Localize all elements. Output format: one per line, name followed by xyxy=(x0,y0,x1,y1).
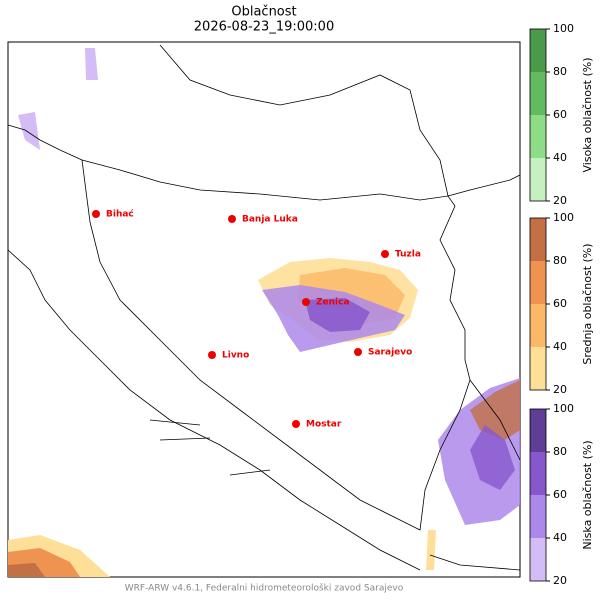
city-dot xyxy=(228,215,236,223)
colorbar-tick-label: 80 xyxy=(553,254,567,267)
colorbar-tick-label: 20 xyxy=(553,574,567,587)
city-dot xyxy=(292,420,300,428)
city-label: Sarajevo xyxy=(368,348,412,358)
colorbar-band xyxy=(530,409,546,452)
city-label: Mostar xyxy=(306,420,342,430)
colorbar-tick-label: 80 xyxy=(553,65,567,78)
colorbar-tick-label: 100 xyxy=(553,211,574,224)
city-dot xyxy=(302,298,310,306)
colorbar-tick-label: 80 xyxy=(553,445,567,458)
colorbar-band xyxy=(530,158,546,201)
city-dot xyxy=(208,351,216,359)
map xyxy=(7,41,521,578)
colorbar-label: Niska oblačnost (%) xyxy=(581,440,594,549)
colorbar-tick-label: 20 xyxy=(553,194,567,207)
colorbar-band xyxy=(530,495,546,538)
colorbar-tick-label: 40 xyxy=(553,151,567,164)
city-dot xyxy=(381,250,389,258)
city-label: Zenica xyxy=(316,298,350,308)
city-dot xyxy=(354,348,362,356)
colorbar-band xyxy=(530,538,546,581)
subtitle: 2026-08-23_19:00:00 xyxy=(194,20,334,35)
footer: WRF-ARW v4.6.1, Federalni hidrometeorolo… xyxy=(125,583,404,594)
colorbar-band xyxy=(530,72,546,115)
city-label: Tuzla xyxy=(395,250,421,260)
colorbar-tick-label: 20 xyxy=(553,383,567,396)
colorbar-band xyxy=(530,347,546,390)
colorbar-label: Visoka oblačnost (%) xyxy=(581,57,594,172)
city-dot xyxy=(92,210,100,218)
colorbar-tick-label: 60 xyxy=(553,297,567,310)
city-label: Banja Luka xyxy=(242,215,298,225)
colorbar-tick-label: 40 xyxy=(553,340,567,353)
city-label: Livno xyxy=(222,351,249,361)
colorbar-tick-label: 40 xyxy=(553,531,567,544)
colorbar-band xyxy=(530,29,546,72)
colorbar-band xyxy=(530,452,546,495)
colorbar-label: Srednja oblačnost (%) xyxy=(581,243,594,364)
title: Oblačnost xyxy=(231,5,296,20)
colorbar-tick-label: 100 xyxy=(553,22,574,35)
colorbar-band xyxy=(530,304,546,347)
colorbar-tick-label: 60 xyxy=(553,488,567,501)
city-label: Bihać xyxy=(106,209,134,220)
colorbar-tick-label: 60 xyxy=(553,108,567,121)
colorbar-tick-label: 100 xyxy=(553,402,574,415)
colorbar-band xyxy=(530,115,546,158)
colorbar-band xyxy=(530,261,546,304)
colorbar-band xyxy=(530,218,546,261)
